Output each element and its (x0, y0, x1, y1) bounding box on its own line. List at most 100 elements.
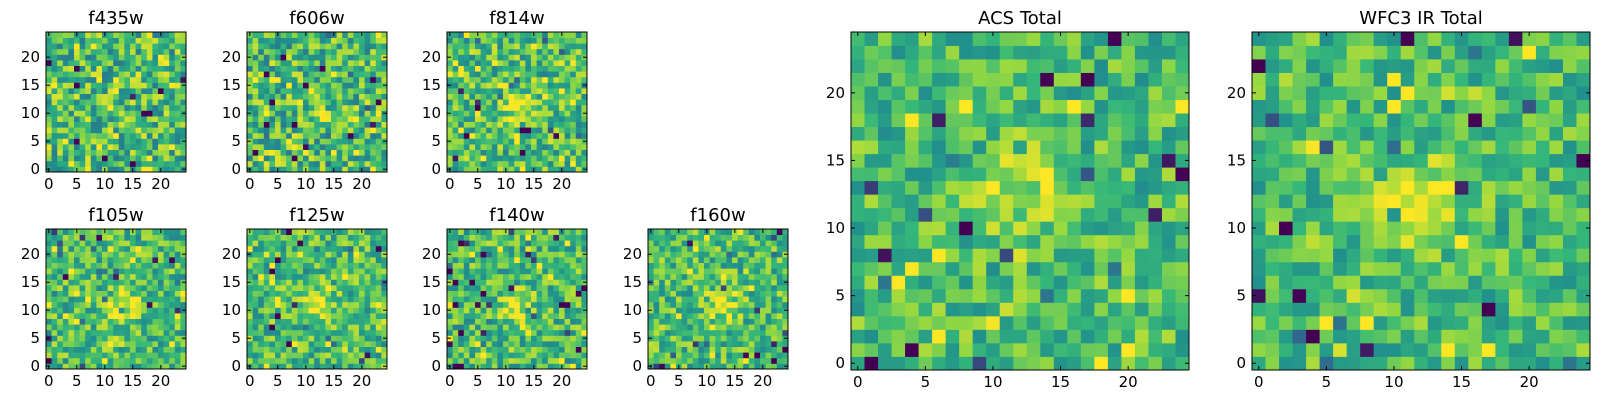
heatmap-cell (102, 257, 108, 263)
heatmap-cell (169, 99, 176, 106)
heatmap-cell (508, 363, 515, 370)
heatmap-cell (525, 110, 532, 117)
heatmap-cell (291, 245, 298, 252)
heatmap-cell (79, 37, 86, 44)
heatmap-cell (715, 324, 722, 331)
heatmap-cell (102, 240, 108, 247)
heatmap-cell (463, 43, 470, 50)
heatmap-cell (519, 82, 526, 89)
heatmap-cell (553, 132, 560, 139)
y-tick-label: 20 (21, 245, 40, 263)
heatmap-cell (135, 116, 142, 122)
heatmap-cell (469, 335, 476, 342)
heatmap-cell (286, 121, 293, 128)
heatmap-cell (771, 346, 778, 353)
heatmap-cell (469, 43, 476, 50)
heatmap-cell (158, 329, 164, 336)
heatmap-cell (74, 301, 80, 308)
heatmap-cell (709, 363, 716, 370)
heatmap-cell (370, 257, 377, 263)
heatmap-cell (458, 357, 465, 364)
heatmap-cell (169, 262, 176, 269)
heatmap-cell (480, 99, 487, 106)
heatmap-cell (452, 257, 459, 263)
heatmap-cell (564, 307, 571, 314)
heatmap-cell (664, 273, 671, 280)
heatmap-cell (146, 313, 153, 319)
heatmap-cell (452, 240, 459, 247)
heatmap-cell (503, 346, 509, 353)
heatmap-cell (146, 296, 153, 303)
heatmap-cell (508, 37, 515, 44)
heatmap-cell (878, 221, 892, 236)
heatmap-cell (118, 43, 125, 50)
heatmap-cell (79, 268, 86, 275)
heatmap-cell (447, 313, 453, 319)
heatmap-cell (90, 149, 97, 156)
heatmap-cell (754, 279, 761, 286)
heatmap-cell (118, 166, 125, 173)
heatmap-cell (959, 194, 974, 209)
heatmap-cell (135, 71, 142, 78)
heatmap-cell (319, 318, 326, 325)
heatmap-cell (486, 149, 493, 156)
heatmap-cell (46, 88, 52, 94)
heatmap-cell (124, 43, 131, 50)
heatmap-cell (308, 60, 315, 66)
heatmap-cell (709, 257, 716, 263)
heatmap-cell (463, 257, 470, 263)
heatmap-cell (359, 37, 365, 44)
heatmap-cell (575, 76, 582, 83)
heatmap-cell (575, 110, 582, 117)
heatmap-cell (581, 273, 588, 280)
heatmap-cell (51, 251, 58, 258)
heatmap-cell (525, 363, 532, 370)
heatmap-cell (536, 71, 543, 78)
heatmap-cell (62, 240, 69, 247)
heatmap-cell (146, 285, 153, 291)
y-tick-label: 15 (21, 273, 40, 291)
heatmap-cell (118, 352, 125, 359)
heatmap-cell (74, 144, 80, 150)
heatmap-cell (878, 153, 892, 168)
heatmap-cell (152, 71, 159, 78)
heatmap-cell (174, 132, 181, 139)
heatmap-cell (102, 251, 108, 258)
heatmap-cell (252, 279, 259, 286)
heatmap-cell (536, 296, 543, 303)
heatmap-cell (331, 245, 337, 252)
heatmap-cell (698, 346, 705, 353)
heatmap-cell (90, 32, 97, 38)
heatmap-cell (748, 318, 755, 325)
heatmap-cell (447, 76, 453, 83)
heatmap-cell (547, 290, 554, 297)
heatmap-cell (726, 273, 733, 280)
heatmap-cell (709, 307, 716, 314)
heatmap-cell (85, 54, 92, 61)
heatmap-cell (692, 307, 699, 314)
heatmap-cell (1094, 275, 1109, 290)
heatmap-cell (469, 251, 476, 258)
heatmap-cell (342, 262, 349, 269)
heatmap-cell (737, 234, 744, 241)
heatmap-cell (158, 313, 164, 319)
heatmap-cell (85, 65, 92, 72)
heatmap-cell (258, 32, 265, 38)
heatmap-cell (480, 307, 487, 314)
heatmap-cell (547, 65, 554, 72)
heatmap-cell (152, 127, 159, 134)
heatmap-cell (169, 104, 176, 111)
heatmap-cell (269, 279, 276, 286)
heatmap-cell (972, 356, 987, 371)
heatmap-cell (748, 285, 755, 291)
heatmap-cell (653, 329, 660, 336)
heatmap-cell (96, 76, 103, 83)
heatmap-cell (308, 110, 315, 117)
heatmap-cell (864, 207, 879, 222)
heatmap-cell (51, 229, 58, 235)
heatmap-cell (486, 54, 493, 61)
heatmap-cell (497, 160, 504, 167)
heatmap-cell (74, 245, 80, 252)
heatmap-cell (152, 110, 159, 117)
heatmap-cell (62, 121, 69, 128)
